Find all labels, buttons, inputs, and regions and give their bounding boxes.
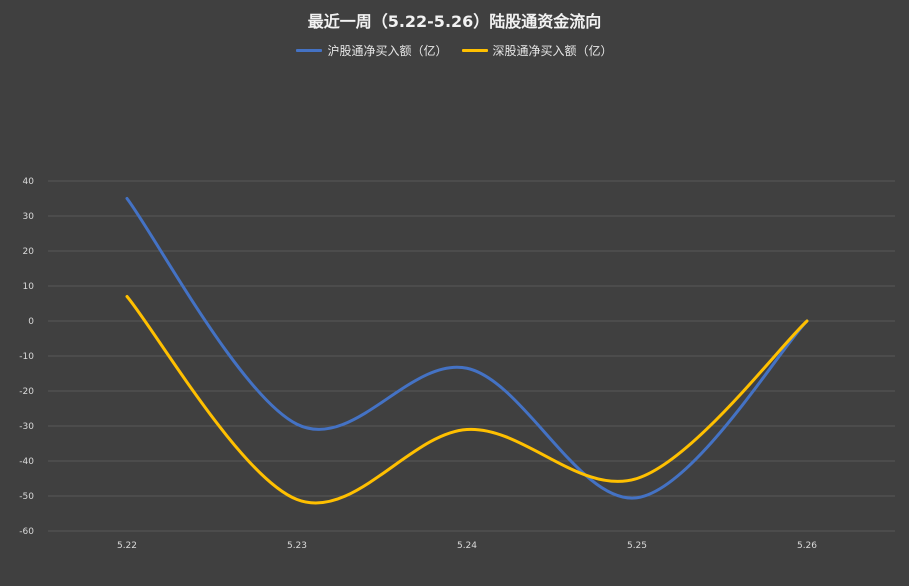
chart-title: 最近一周（5.22-5.26）陆股通资金流向: [307, 12, 602, 31]
x-tick-label: 5.24: [457, 541, 477, 551]
y-tick-label: 20: [23, 247, 35, 257]
x-axis-labels: 5.22 5.23 5.24 5.25 5.26: [117, 541, 817, 551]
legend-label-sh: 沪股通净买入额（亿）: [327, 44, 448, 58]
y-tick-label: -60: [19, 527, 34, 537]
legend-swatch-sz: [461, 49, 488, 52]
legend: 沪股通净买入额（亿） 深股通净买入额（亿）: [0, 42, 909, 59]
x-tick-label: 5.23: [287, 541, 307, 551]
x-tick-label: 5.25: [627, 541, 647, 551]
y-tick-label: -30: [19, 422, 34, 432]
y-tick-label: 10: [23, 282, 35, 292]
y-tick-label: 30: [23, 212, 35, 222]
legend-label-sz: 深股通净买入额（亿）: [492, 44, 613, 58]
legend-swatch-sh: [296, 49, 323, 52]
y-tick-label: 0: [28, 317, 34, 327]
y-axis-labels: 40 30 20 10 0 -10 -20 -30 -40 -50 -60: [19, 177, 34, 537]
y-tick-label: 40: [23, 177, 35, 187]
x-tick-label: 5.22: [117, 541, 137, 551]
grid-lines: [48, 180, 895, 532]
series-line-sh: [125, 197, 809, 500]
x-tick-label: 5.26: [797, 541, 817, 551]
y-tick-label: -50: [19, 492, 34, 502]
y-tick-label: -40: [19, 457, 34, 467]
y-tick-label: -10: [19, 352, 34, 362]
legend-item-sh: 沪股通净买入额（亿）: [296, 42, 448, 59]
legend-item-sz: 深股通净买入额（亿）: [461, 42, 613, 59]
y-tick-label: -20: [19, 387, 34, 397]
series-lines: [125, 197, 809, 505]
series-line-sz: [125, 295, 809, 505]
